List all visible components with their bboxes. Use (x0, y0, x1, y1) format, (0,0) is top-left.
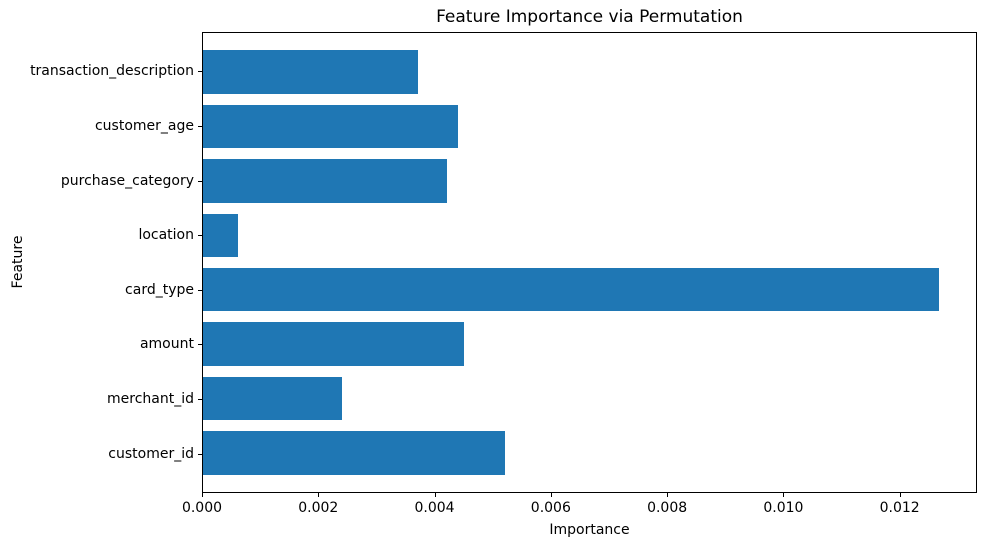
xtick-label-0.002: 0.002 (298, 500, 339, 516)
xtick-mark (202, 493, 203, 497)
ytick-mark (198, 235, 202, 236)
y-axis-label: Feature (10, 235, 26, 289)
chart-title: Feature Importance via Permutation (436, 7, 743, 27)
bar-location (203, 213, 238, 258)
ytick-label-customer_age: customer_age (94, 117, 194, 134)
bar-amount (203, 322, 464, 366)
xtick-mark (783, 493, 784, 497)
bar-merchant_id (203, 376, 343, 421)
ytick-label-purchase_category: purchase_category (60, 172, 194, 189)
xtick-mark (551, 493, 552, 497)
bar-customer_id (203, 431, 505, 475)
ytick-label-card_type: card_type (125, 281, 194, 298)
ytick-mark (198, 344, 202, 345)
bar-row-transaction_description (203, 45, 976, 99)
bar-row-merchant_id (203, 371, 976, 425)
ytick-label-location: location (138, 227, 194, 244)
xtick-label-0.004: 0.004 (414, 500, 455, 516)
xtick-mark (318, 493, 319, 497)
xtick-mark (900, 493, 901, 497)
xtick-mark (435, 493, 436, 497)
bar-customer_age (203, 104, 459, 149)
xtick-label-0.006: 0.006 (530, 500, 571, 516)
ytick-label-transaction_description: transaction_description (30, 63, 194, 80)
bar-row-amount (203, 317, 976, 371)
bar-row-customer_id (203, 426, 976, 480)
xtick-label-0.010: 0.010 (763, 500, 804, 516)
bar-card_type (203, 267, 940, 312)
bar-purchase_category (203, 159, 447, 203)
bar-transaction_description (203, 50, 418, 94)
xtick-mark (667, 493, 668, 497)
plot-area (202, 32, 977, 493)
ytick-mark (198, 126, 202, 127)
ytick-mark (198, 71, 202, 72)
bar-row-purchase_category (203, 154, 976, 208)
x-axis-label: Importance (549, 522, 630, 538)
ytick-mark (198, 290, 202, 291)
bar-row-card_type (203, 263, 976, 317)
bar-row-customer_age (203, 99, 976, 153)
ytick-label-amount: amount (139, 336, 194, 353)
ytick-mark (198, 399, 202, 400)
bars-container (203, 33, 976, 492)
ytick-label-merchant_id: merchant_id (107, 391, 194, 408)
ytick-mark (198, 454, 202, 455)
ytick-label-customer_id: customer_id (108, 445, 194, 462)
bar-row-location (203, 208, 976, 262)
xtick-label-0.012: 0.012 (879, 500, 920, 516)
ytick-mark (198, 181, 202, 182)
xtick-label-0.000: 0.000 (181, 500, 223, 516)
xtick-label-0.008: 0.008 (647, 500, 688, 516)
